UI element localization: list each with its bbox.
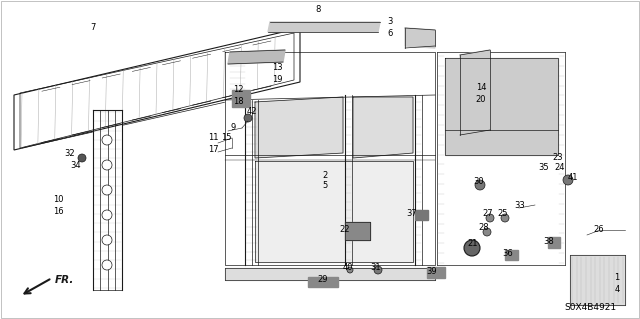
Text: 40: 40: [343, 263, 353, 272]
Text: 2: 2: [323, 170, 328, 180]
Text: 6: 6: [387, 28, 393, 38]
Text: 10: 10: [52, 196, 63, 204]
Polygon shape: [415, 210, 428, 220]
Polygon shape: [437, 52, 565, 265]
Text: S0X4B4921: S0X4B4921: [564, 303, 616, 313]
Text: 35: 35: [539, 164, 549, 173]
Text: 31: 31: [371, 263, 381, 272]
Text: 24: 24: [555, 164, 565, 173]
Text: 13: 13: [272, 63, 282, 72]
Text: 18: 18: [233, 97, 243, 106]
Text: 38: 38: [543, 236, 554, 246]
Text: 23: 23: [553, 153, 563, 162]
Polygon shape: [225, 52, 435, 265]
Text: 20: 20: [476, 94, 486, 103]
Polygon shape: [345, 222, 370, 240]
Polygon shape: [460, 50, 490, 135]
Circle shape: [78, 154, 86, 162]
Circle shape: [347, 267, 353, 273]
Polygon shape: [308, 277, 338, 287]
Text: 3: 3: [387, 18, 393, 26]
Text: 15: 15: [221, 133, 231, 143]
Text: 42: 42: [247, 108, 257, 116]
Text: 14: 14: [476, 84, 486, 93]
Circle shape: [563, 175, 573, 185]
Polygon shape: [93, 110, 122, 290]
Text: 9: 9: [230, 123, 236, 132]
Polygon shape: [427, 267, 445, 278]
Text: 29: 29: [317, 276, 328, 285]
Polygon shape: [268, 22, 380, 32]
Circle shape: [102, 135, 112, 145]
Text: 12: 12: [233, 85, 243, 94]
Text: 22: 22: [340, 226, 350, 234]
Text: 25: 25: [498, 209, 508, 218]
Circle shape: [102, 185, 112, 195]
Circle shape: [102, 235, 112, 245]
Polygon shape: [548, 237, 560, 248]
Polygon shape: [255, 161, 413, 262]
Text: 32: 32: [65, 149, 76, 158]
Text: 16: 16: [52, 206, 63, 216]
Circle shape: [483, 228, 491, 236]
Text: 8: 8: [316, 5, 321, 14]
Circle shape: [102, 260, 112, 270]
Text: 27: 27: [483, 209, 493, 218]
Circle shape: [501, 214, 509, 222]
Circle shape: [102, 160, 112, 170]
Text: 5: 5: [323, 182, 328, 190]
Text: 7: 7: [90, 24, 96, 33]
Text: 28: 28: [479, 224, 490, 233]
Polygon shape: [14, 28, 300, 150]
Circle shape: [374, 266, 382, 274]
Text: 4: 4: [614, 285, 620, 293]
Text: 11: 11: [208, 133, 218, 143]
Text: 37: 37: [406, 209, 417, 218]
Polygon shape: [228, 50, 285, 64]
Text: 33: 33: [515, 201, 525, 210]
Circle shape: [486, 214, 494, 222]
Text: 17: 17: [208, 145, 218, 153]
Text: 41: 41: [568, 174, 579, 182]
Polygon shape: [232, 90, 250, 107]
Text: 34: 34: [70, 160, 81, 169]
Text: 1: 1: [614, 273, 620, 283]
Text: FR.: FR.: [55, 275, 74, 285]
Polygon shape: [225, 268, 435, 280]
Polygon shape: [353, 97, 413, 158]
Text: 26: 26: [594, 226, 604, 234]
Text: 19: 19: [272, 75, 282, 84]
Circle shape: [464, 240, 480, 256]
Polygon shape: [255, 97, 343, 158]
Circle shape: [244, 114, 252, 122]
Polygon shape: [445, 58, 558, 155]
Circle shape: [475, 180, 485, 190]
Text: 30: 30: [474, 177, 484, 187]
Text: 39: 39: [427, 268, 437, 277]
Text: 21: 21: [468, 240, 478, 249]
Polygon shape: [570, 255, 625, 305]
Text: 36: 36: [502, 249, 513, 257]
Polygon shape: [505, 250, 518, 260]
Polygon shape: [405, 28, 435, 48]
Circle shape: [102, 210, 112, 220]
